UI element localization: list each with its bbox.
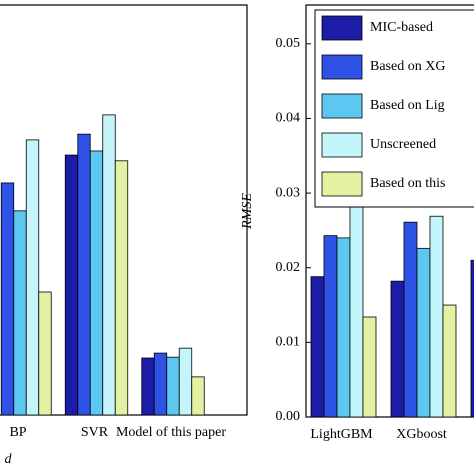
y-tick-label: 0.04 xyxy=(276,111,301,126)
bar xyxy=(310,276,325,418)
bar xyxy=(38,291,52,416)
bar xyxy=(390,280,405,418)
bar xyxy=(141,357,155,416)
bar xyxy=(403,221,418,418)
bar xyxy=(102,114,116,416)
bar xyxy=(0,182,15,416)
bar xyxy=(64,154,79,416)
bar xyxy=(178,347,193,416)
x-tick-label: SVR xyxy=(81,425,109,440)
bar xyxy=(25,139,40,416)
bar xyxy=(442,304,457,418)
bar xyxy=(166,356,180,416)
y-axis-label: RMSE xyxy=(240,193,255,230)
y-tick-label: 0.01 xyxy=(276,335,301,350)
legend-label: Unscreened xyxy=(370,137,436,152)
bar xyxy=(323,235,338,418)
bar xyxy=(13,210,27,416)
bar xyxy=(114,160,129,416)
legend-label: MIC-based xyxy=(370,20,433,35)
bar xyxy=(153,352,168,416)
x-axis-label: d xyxy=(5,452,13,467)
legend-label: Based on this xyxy=(370,176,445,191)
bar xyxy=(470,259,474,418)
x-tick-label: LightGBM xyxy=(310,427,373,442)
x-tick-label: XGboost xyxy=(396,427,447,442)
legend-swatch xyxy=(321,93,363,119)
legend-label: Based on XG xyxy=(370,59,445,74)
legend-swatch xyxy=(321,54,363,80)
y-tick-label: 0.02 xyxy=(276,260,301,275)
y-tick-label: 0.00 xyxy=(276,409,301,424)
bar xyxy=(89,150,104,416)
y-tick-label: 0.03 xyxy=(276,185,301,200)
legend-swatch xyxy=(321,132,363,158)
bar xyxy=(362,316,377,418)
legend-label: Based on Lig xyxy=(370,98,445,113)
bar xyxy=(336,237,351,418)
legend-swatch xyxy=(321,171,363,197)
legend-swatch xyxy=(321,15,363,41)
bar xyxy=(416,247,431,418)
bar xyxy=(77,133,91,416)
x-tick-label: BP xyxy=(9,425,26,440)
y-tick-label: 0.05 xyxy=(276,36,301,51)
bar xyxy=(429,215,444,418)
x-tick-label: Model of this paper xyxy=(116,425,226,440)
bar xyxy=(191,376,205,416)
